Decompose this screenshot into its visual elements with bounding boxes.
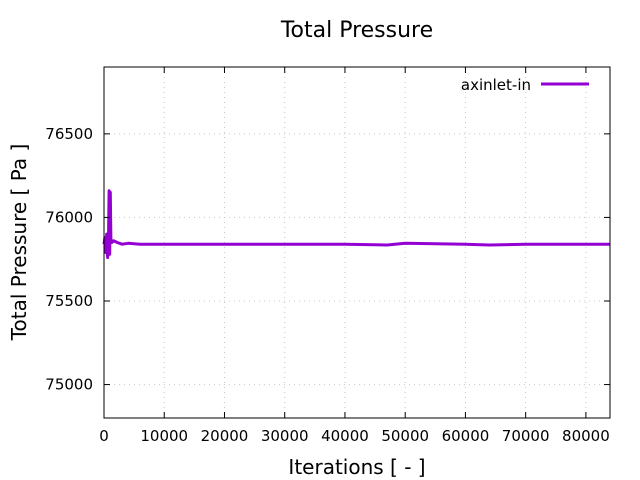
x-tick-label: 10000 (140, 427, 188, 445)
x-tick-label: 30000 (261, 427, 309, 445)
series-line-axinlet-in (102, 189, 610, 259)
x-tick-label: 0 (99, 427, 109, 445)
x-tick-label: 50000 (381, 427, 429, 445)
plot-frame (103, 66, 611, 419)
y-tick-label: 76500 (45, 125, 93, 143)
series-layer (102, 189, 610, 259)
y-tick-label: 76000 (45, 208, 93, 226)
legend-label: axinlet-in (461, 76, 531, 94)
x-tick-label: 70000 (502, 427, 550, 445)
y-tick-label: 75000 (45, 376, 93, 394)
y-axis-label: Total Pressure [ Pa ] (7, 144, 31, 342)
x-tick-label: 60000 (442, 427, 490, 445)
legend: axinlet-in (461, 76, 589, 94)
x-tick-label: 20000 (201, 427, 249, 445)
x-tick-label: 80000 (562, 427, 610, 445)
x-axis-label: Iterations [ - ] (288, 455, 425, 479)
ticks: 0 10000 20000 30000 40000 50000 60000 70000 8000… (45, 67, 610, 445)
x-tick-label: 40000 (321, 427, 369, 445)
grid (104, 67, 610, 418)
y-tick-label: 75500 (45, 292, 93, 310)
chart-title: Total Pressure (280, 18, 433, 43)
